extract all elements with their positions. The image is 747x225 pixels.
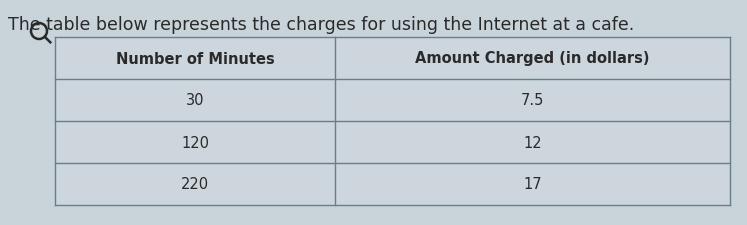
- Text: 7.5: 7.5: [521, 93, 545, 108]
- Text: 12: 12: [523, 135, 542, 150]
- Text: 17: 17: [523, 177, 542, 192]
- Text: 220: 220: [181, 177, 209, 192]
- Text: Number of Minutes: Number of Minutes: [116, 51, 274, 66]
- Bar: [55, 38, 730, 205]
- Text: 30: 30: [186, 93, 205, 108]
- Text: The table below represents the charges for using the Internet at a cafe.: The table below represents the charges f…: [8, 16, 634, 34]
- Text: 120: 120: [181, 135, 209, 150]
- Text: Amount Charged (in dollars): Amount Charged (in dollars): [415, 51, 650, 66]
